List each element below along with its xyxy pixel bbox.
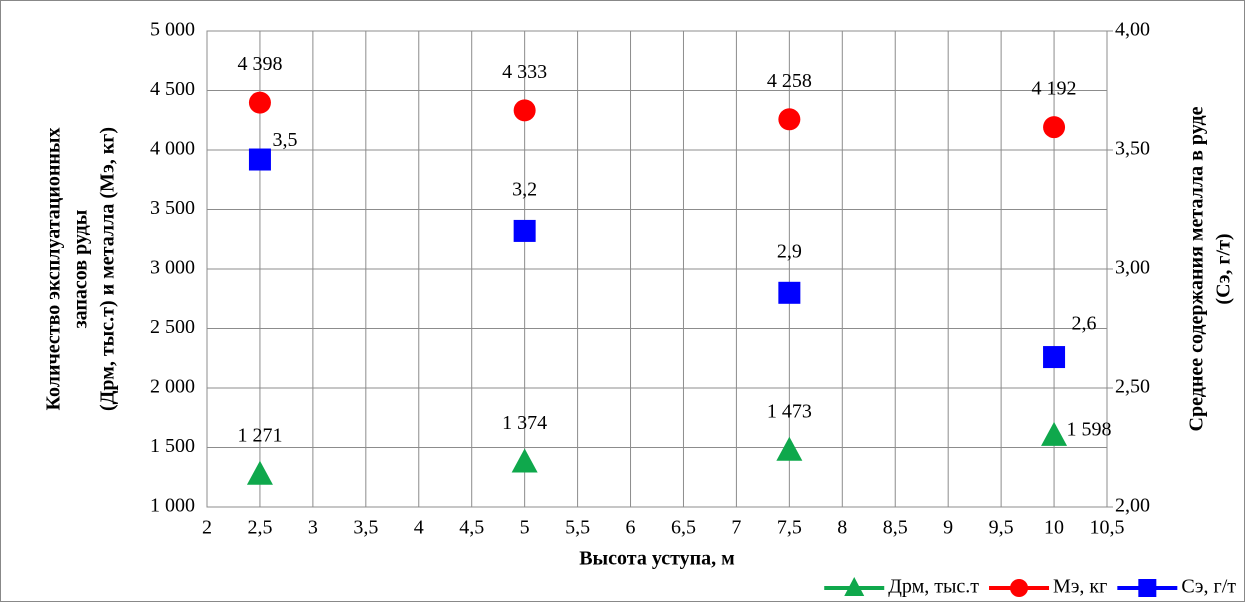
data-label: 2,9	[777, 240, 802, 262]
legend-marker	[1138, 579, 1157, 597]
y-tick-label: 3 000	[150, 257, 195, 279]
marker	[778, 281, 801, 304]
y-tick-label: 1 000	[150, 495, 195, 517]
x-tick-label: 3,5	[353, 517, 378, 539]
marker	[778, 108, 801, 131]
x-tick-label: 10	[1044, 517, 1064, 539]
y2-tick-label: 3,00	[1115, 257, 1150, 279]
marker	[1043, 116, 1066, 139]
marker	[248, 148, 271, 171]
marker	[1041, 421, 1068, 446]
legend-label: Дрм, тыс.т	[888, 576, 979, 598]
marker	[511, 448, 538, 473]
y2-tick-label: 3,50	[1115, 138, 1150, 160]
data-label: 4 258	[767, 70, 812, 92]
marker	[248, 91, 271, 114]
x-axis-title: Высота уступа, м	[579, 548, 735, 570]
y-tick-label: 4 500	[150, 78, 195, 100]
y-axis-title: Количество эксплуатационных	[43, 127, 65, 410]
x-tick-label: 9	[943, 517, 953, 539]
legend: Сэ, г/т Мэ, кг Дрм, тыс.т	[824, 576, 1236, 598]
marker	[246, 460, 273, 485]
marker	[513, 99, 536, 122]
marker	[776, 436, 803, 461]
data-label: 3,2	[512, 179, 537, 201]
legend-marker	[844, 577, 865, 596]
plot-frame	[206, 30, 1108, 508]
x-tick-label: 4	[414, 517, 424, 539]
x-tick-label: 2,5	[247, 517, 272, 539]
y-tick-label: 2 500	[150, 316, 195, 338]
y2-tick-label: 2,00	[1115, 495, 1150, 517]
y-tick-label: 3 500	[150, 197, 195, 219]
x-tick-label: 7	[731, 517, 741, 539]
x-tick-label: 6,5	[671, 517, 696, 539]
legend-label: Мэ, кг	[1053, 576, 1107, 598]
y-tick-label: 5 000	[150, 19, 195, 41]
data-label: 1 598	[1067, 418, 1112, 440]
marker	[1043, 346, 1066, 369]
marker	[513, 219, 536, 242]
x-tick-label: 2	[202, 517, 212, 539]
data-label: 4 398	[237, 53, 282, 75]
data-label: 4 192	[1032, 78, 1077, 100]
y-axis-title: (Дрм, тыс.т) и металла (Мэ, кг)	[97, 127, 119, 411]
data-label: 1 271	[237, 424, 282, 446]
data-label: 1 473	[767, 400, 812, 422]
x-tick-label: 9,5	[989, 517, 1014, 539]
data-label: 4 333	[502, 61, 547, 83]
x-tick-label: 8,5	[883, 517, 908, 539]
x-tick-label: 5,5	[565, 517, 590, 539]
x-tick-label: 4,5	[459, 517, 484, 539]
y-tick-label: 2 000	[150, 376, 195, 398]
x-tick-label: 5	[520, 517, 530, 539]
y2-axis-title: Среднее содержания металла в руде	[1186, 106, 1208, 431]
legend-label: Сэ, г/т	[1181, 576, 1236, 598]
y-tick-label: 4 000	[150, 138, 195, 160]
x-tick-label: 10,5	[1090, 517, 1125, 539]
x-tick-label: 6	[626, 517, 636, 539]
x-tick-label: 7,5	[777, 517, 802, 539]
y-axis-title: запасов руды	[70, 209, 92, 328]
data-label: 2,6	[1072, 313, 1097, 335]
legend-marker	[1010, 579, 1029, 597]
y2-axis-title: (Сэ, г/т)	[1213, 233, 1235, 304]
y2-tick-label: 2,50	[1115, 376, 1150, 398]
data-label: 3,5	[272, 129, 297, 151]
y-tick-label: 1 500	[150, 435, 195, 457]
data-label: 1 374	[502, 412, 547, 434]
x-tick-label: 8	[837, 517, 847, 539]
x-tick-label: 3	[308, 517, 318, 539]
y2-tick-label: 4,00	[1115, 19, 1150, 41]
